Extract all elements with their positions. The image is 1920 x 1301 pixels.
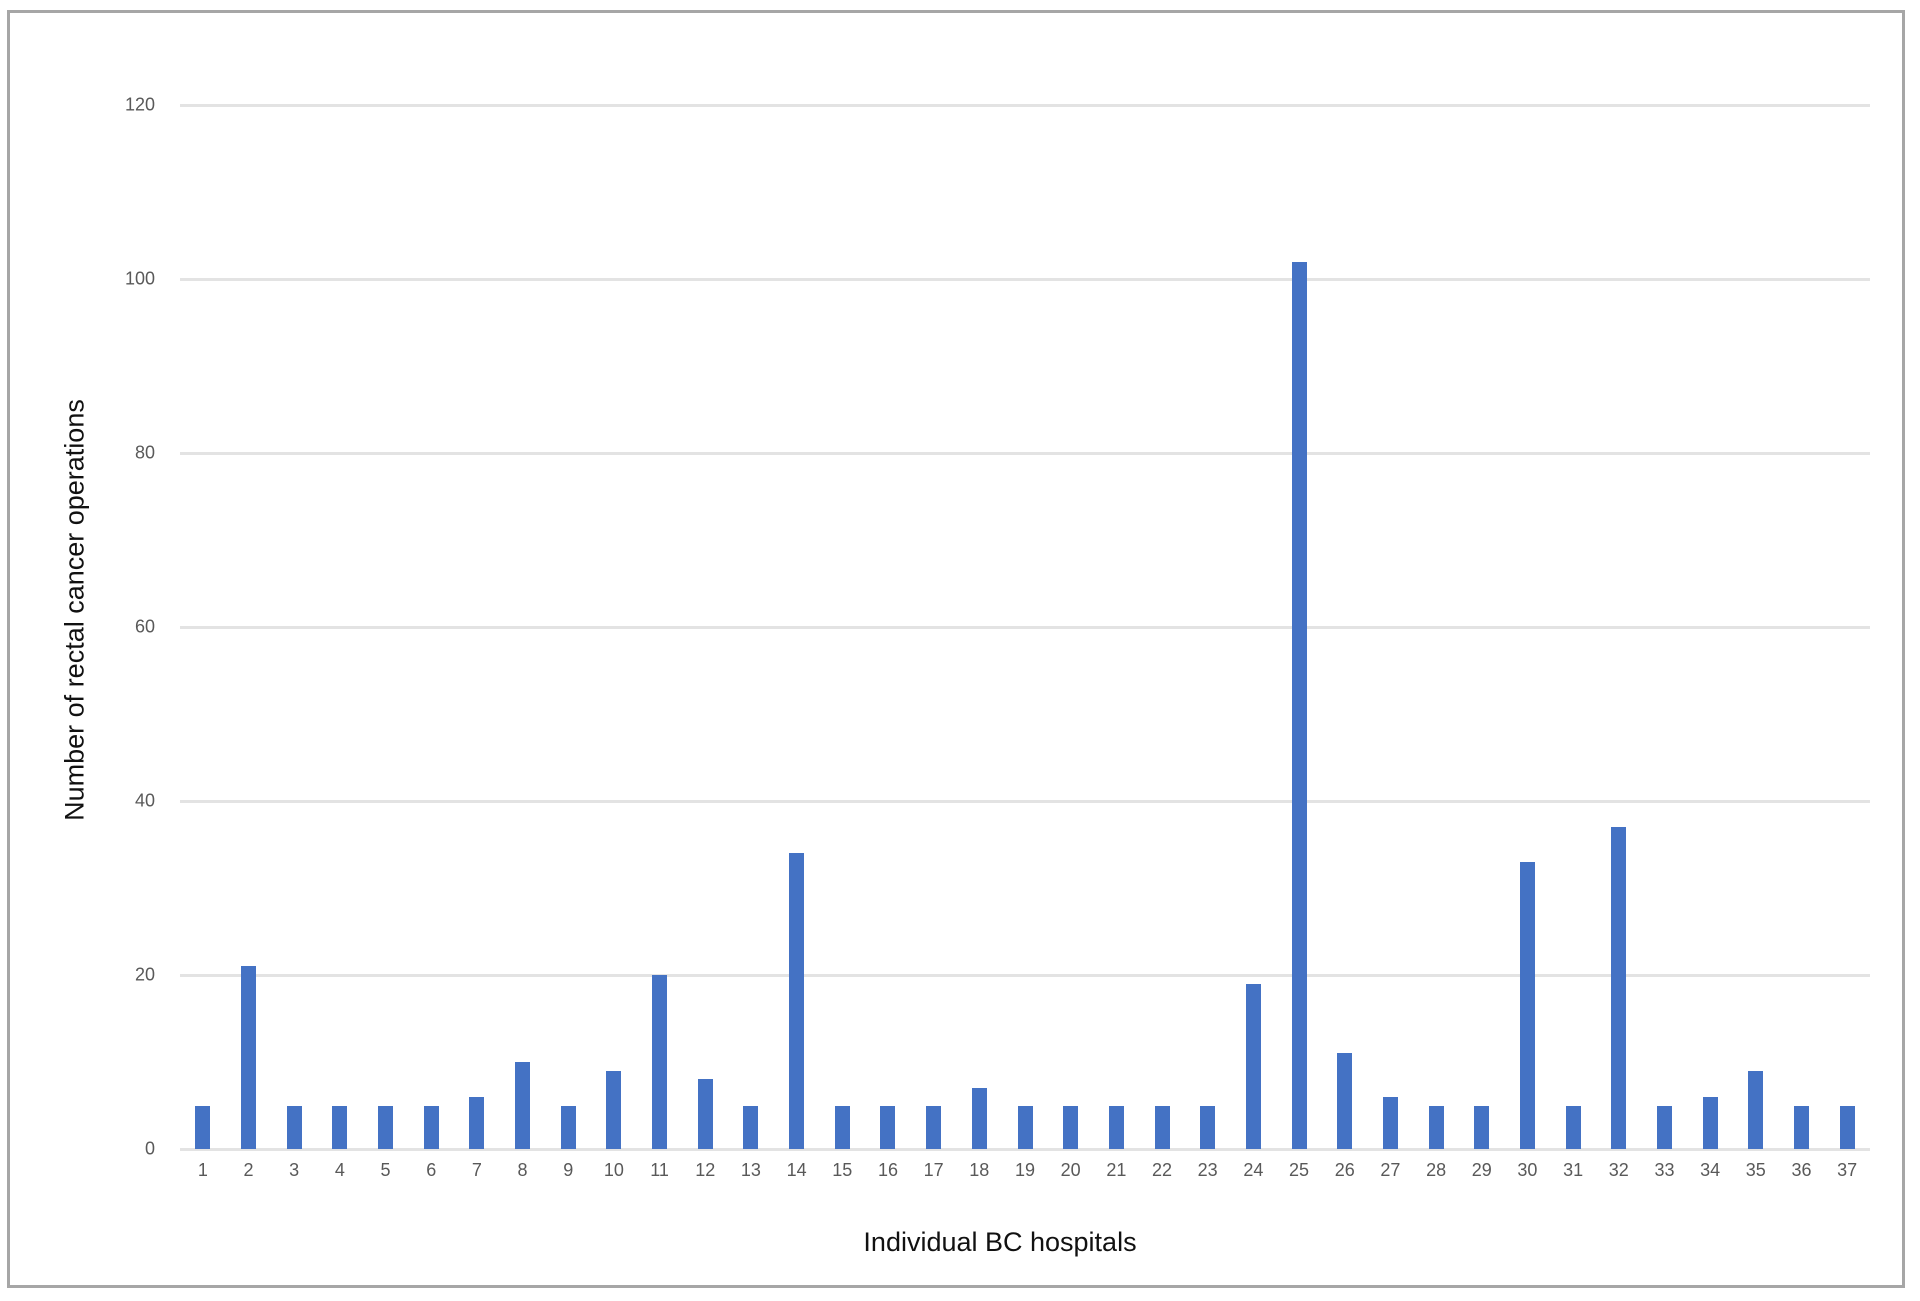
x-tick-label: 6 — [426, 1160, 437, 1180]
x-tick-label: 23 — [1197, 1160, 1218, 1180]
bar-hospital-36 — [1793, 1105, 1809, 1149]
bar-hospital-5 — [378, 1105, 394, 1149]
bar-hospital-31 — [1565, 1105, 1581, 1149]
x-tick-label: 29 — [1471, 1160, 1492, 1180]
y-axis-label: Number of rectal cancer operations — [59, 399, 90, 821]
bar-hospital-4 — [332, 1105, 348, 1149]
bar-hospital-30 — [1519, 861, 1535, 1149]
x-tick-label: 36 — [1791, 1160, 1812, 1180]
gridline — [180, 104, 1870, 107]
bar-hospital-24 — [1245, 983, 1261, 1149]
bar-hospital-17 — [926, 1105, 942, 1149]
bar-hospital-14 — [789, 853, 805, 1149]
bar-hospital-1 — [195, 1105, 211, 1149]
bar-hospital-10 — [606, 1070, 622, 1149]
bar-hospital-33 — [1656, 1105, 1672, 1149]
bar-hospital-26 — [1337, 1053, 1353, 1149]
x-tick-label: 37 — [1837, 1160, 1858, 1180]
x-tick-label: 34 — [1700, 1160, 1721, 1180]
x-tick-label: 35 — [1745, 1160, 1766, 1180]
bar-hospital-6 — [423, 1105, 439, 1149]
x-tick-label: 33 — [1654, 1160, 1675, 1180]
bar-hospital-22 — [1154, 1105, 1170, 1149]
x-tick-label: 31 — [1563, 1160, 1584, 1180]
bar-hospital-2 — [241, 966, 256, 1149]
x-tick-label: 25 — [1289, 1160, 1310, 1180]
bar-hospital-37 — [1839, 1105, 1855, 1149]
x-tick-label: 1 — [197, 1160, 208, 1180]
bar-hospital-25 — [1291, 261, 1307, 1149]
x-tick-label: 22 — [1152, 1160, 1173, 1180]
gridline — [180, 278, 1870, 281]
bar-hospital-15 — [834, 1105, 850, 1149]
bar-hospital-19 — [1017, 1105, 1033, 1149]
bar-hospital-23 — [1200, 1105, 1216, 1149]
y-tick-label: 40 — [134, 790, 155, 811]
y-tick-label: 0 — [144, 1138, 155, 1159]
bar-hospital-29 — [1474, 1105, 1490, 1149]
bar-hospital-12 — [697, 1079, 713, 1149]
bar-hospital-32 — [1611, 827, 1627, 1149]
bar-hospital-13 — [743, 1105, 759, 1149]
y-tick-label: 80 — [134, 442, 155, 463]
bar-hospital-8 — [515, 1062, 531, 1149]
x-tick-label: 11 — [650, 1160, 669, 1180]
chart-frame — [7, 10, 1905, 1288]
x-tick-label: 14 — [786, 1160, 807, 1180]
x-tick-label: 27 — [1380, 1160, 1401, 1180]
bar-hospital-35 — [1748, 1070, 1764, 1149]
x-tick-label: 17 — [923, 1160, 944, 1180]
bar-hospital-7 — [469, 1096, 485, 1149]
x-tick-label: 24 — [1243, 1160, 1264, 1180]
x-tick-label: 2 — [243, 1160, 254, 1180]
bar-hospital-3 — [286, 1105, 302, 1149]
gridline — [180, 626, 1870, 629]
bar-hospital-20 — [1063, 1105, 1079, 1149]
x-tick-label: 26 — [1334, 1160, 1355, 1180]
bar-hospital-21 — [1108, 1105, 1124, 1149]
x-tick-label: 20 — [1060, 1160, 1081, 1180]
x-tick-label: 21 — [1106, 1160, 1127, 1180]
y-tick-label: 20 — [134, 964, 155, 985]
x-tick-label: 12 — [695, 1160, 716, 1180]
bar-hospital-9 — [560, 1105, 576, 1149]
y-tick-label: 120 — [124, 94, 155, 115]
x-tick-label: 7 — [471, 1160, 482, 1180]
x-tick-label: 5 — [380, 1160, 391, 1180]
x-tick-label: 15 — [832, 1160, 853, 1180]
x-tick-label: 8 — [517, 1160, 528, 1180]
x-tick-label: 16 — [877, 1160, 898, 1180]
x-tick-label: 9 — [563, 1160, 574, 1180]
x-tick-label: 13 — [740, 1160, 761, 1180]
x-tick-label: 19 — [1014, 1160, 1036, 1180]
x-tick-label: 10 — [603, 1160, 624, 1180]
x-tick-label: 4 — [334, 1160, 345, 1180]
gridline — [180, 1148, 1870, 1151]
bar-hospital-11 — [652, 975, 668, 1149]
gridline — [180, 452, 1870, 455]
bar-hospital-18 — [971, 1088, 987, 1149]
bar-hospital-27 — [1382, 1096, 1398, 1149]
x-tick-label: 30 — [1517, 1160, 1538, 1180]
gridline — [180, 800, 1870, 803]
bar-hospital-16 — [880, 1105, 896, 1149]
x-tick-label: 28 — [1426, 1160, 1447, 1180]
bar-hospital-34 — [1702, 1096, 1718, 1149]
x-tick-label: 18 — [969, 1160, 990, 1180]
plot-area — [180, 104, 1870, 1151]
bar-hospital-28 — [1428, 1105, 1444, 1149]
x-tick-label: 3 — [289, 1160, 300, 1180]
gridline — [180, 974, 1870, 977]
y-tick-label: 60 — [134, 616, 155, 637]
x-tick-label: 32 — [1608, 1160, 1629, 1180]
x-axis-label: Individual BC hospitals — [863, 1227, 1137, 1257]
y-tick-label: 100 — [124, 268, 155, 289]
